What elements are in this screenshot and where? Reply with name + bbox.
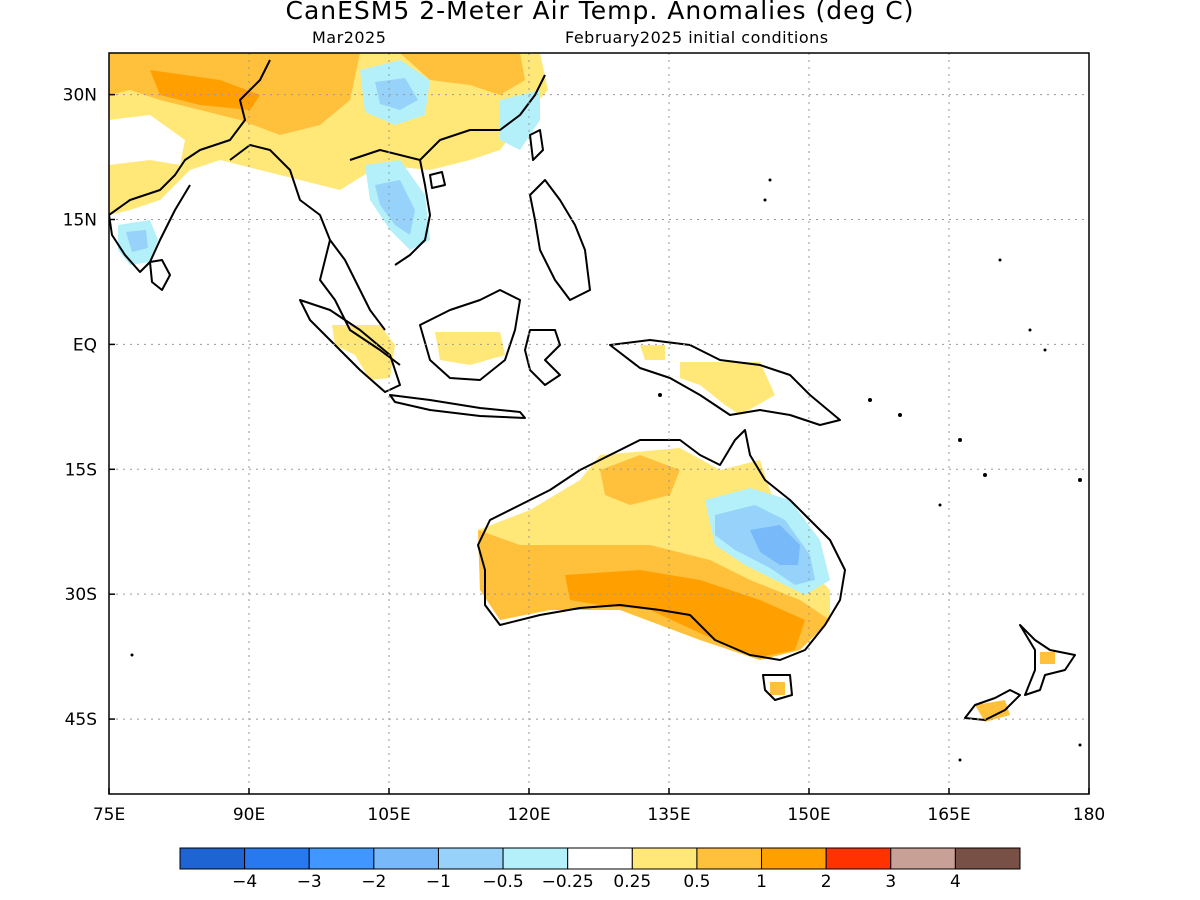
colorbar-label: 2	[821, 872, 832, 892]
anomaly-region-east-china-cool	[500, 90, 540, 150]
coastline-philippines	[529, 179, 591, 301]
coastline-vietnam	[394, 159, 431, 266]
anomaly-region-india-neutral	[109, 115, 185, 165]
map-title: CanESM5 2-Meter Air Temp. Anomalies (deg…	[285, 0, 915, 25]
small-islands	[130, 178, 1082, 762]
colorbar-swatch	[954, 847, 1021, 870]
coastline-india-south	[109, 184, 191, 273]
y-tick-label: 45S	[65, 710, 97, 730]
anomaly-region-australia-warm-1b	[600, 455, 680, 505]
colorbar-swatch	[244, 847, 310, 870]
x-tick-label: 150E	[787, 805, 830, 825]
x-tick-label: 135E	[647, 805, 690, 825]
colorbar-labels: −4 −3 −2 −1 −0.5 −0.25 0.25 0.5 1 2 3 4	[232, 872, 961, 892]
y-tick-label: 30S	[65, 585, 97, 605]
anomaly-region-sumatra-warm	[332, 325, 395, 380]
x-tick-label: 180	[1073, 805, 1105, 825]
anomaly-region-asia-warm-3	[150, 70, 260, 110]
coastline-nz-north	[1019, 624, 1076, 696]
colorbar-label: −1	[426, 872, 451, 892]
anomaly-region-australia-cool-3	[750, 525, 800, 565]
initial-conditions-label: February2025 initial conditions	[565, 28, 829, 47]
coastline-malay-peninsula	[329, 239, 386, 331]
colorbar-swatch	[373, 847, 439, 870]
x-axis-labels: 75E 90E 105E 120E 135E 150E 165E 180	[93, 805, 1105, 825]
colorbar-label: 4	[950, 872, 961, 892]
colorbar	[179, 847, 1021, 870]
colorbar-swatch	[631, 847, 698, 870]
x-tick-label: 90E	[233, 805, 265, 825]
anomaly-region-indochina-cool-2	[375, 180, 415, 235]
colorbar-swatch	[502, 847, 569, 870]
coastline-tasmania	[762, 674, 793, 701]
anomaly-region-tasmania-warm	[770, 682, 785, 695]
anomaly-shading	[109, 53, 1055, 722]
x-tick-label: 75E	[93, 805, 125, 825]
colorbar-swatch	[567, 847, 633, 870]
forecast-month: Mar2025	[312, 28, 387, 47]
colorbar-label: −2	[361, 872, 386, 892]
coastline-borneo	[419, 289, 521, 381]
y-tick-label: 15N	[63, 211, 97, 231]
coastline-australia	[477, 429, 846, 661]
colorbar-label: 0.25	[613, 872, 651, 892]
coastlines	[109, 59, 1076, 721]
x-tick-label: 165E	[927, 805, 970, 825]
colorbar-swatch	[308, 847, 375, 870]
anomaly-region-borneo-warm	[435, 332, 505, 365]
colorbar-swatch	[761, 847, 827, 870]
gridlines	[108, 53, 1090, 794]
colorbar-label: 0.5	[683, 872, 710, 892]
anomaly-region-asia-warm-2	[400, 53, 525, 95]
coastline-new-guinea	[609, 339, 841, 426]
y-axis-labels: 30N 15N EQ 15S 30S 45S	[63, 86, 97, 730]
colorbar-swatch	[179, 847, 246, 870]
coastline-indochina	[349, 74, 546, 161]
colorbar-label: −0.5	[482, 872, 523, 892]
y-tick-label: 30N	[63, 86, 97, 106]
anomaly-region-india-cool-2	[126, 230, 148, 252]
coastline-srilanka	[149, 259, 171, 291]
colorbar-label: 1	[756, 872, 767, 892]
coastline-taiwan	[529, 129, 544, 161]
colorbar-label: −3	[297, 872, 322, 892]
coastline-india	[109, 59, 271, 216]
x-tick-label: 120E	[507, 805, 550, 825]
colorbar-swatch	[825, 847, 892, 870]
anomaly-region-nz-warm	[975, 700, 1010, 722]
anomaly-region-newguinea-warm-2	[640, 345, 665, 360]
coastline-nz-south	[964, 689, 1021, 721]
anomaly-region-nz-warm-2	[1040, 652, 1055, 664]
map-frame	[108, 52, 1090, 795]
coastline-sulawesi	[524, 329, 561, 386]
colorbar-swatch	[890, 847, 956, 870]
colorbar-label: −4	[232, 872, 257, 892]
y-tick-label: 15S	[65, 460, 97, 480]
colorbar-label: −0.25	[542, 872, 594, 892]
coastline-hainan	[429, 171, 446, 189]
y-tick-label: EQ	[73, 335, 97, 355]
coastline-java	[389, 394, 526, 419]
anomaly-region-newguinea-warm	[680, 362, 775, 415]
coastline-bay-of-bengal	[229, 144, 401, 366]
colorbar-swatch	[437, 847, 504, 870]
x-tick-label: 105E	[367, 805, 410, 825]
colorbar-label: 3	[885, 872, 896, 892]
anomaly-region-china-cool-2	[375, 78, 418, 110]
colorbar-swatch	[696, 847, 763, 870]
coastline-sumatra	[299, 299, 401, 393]
